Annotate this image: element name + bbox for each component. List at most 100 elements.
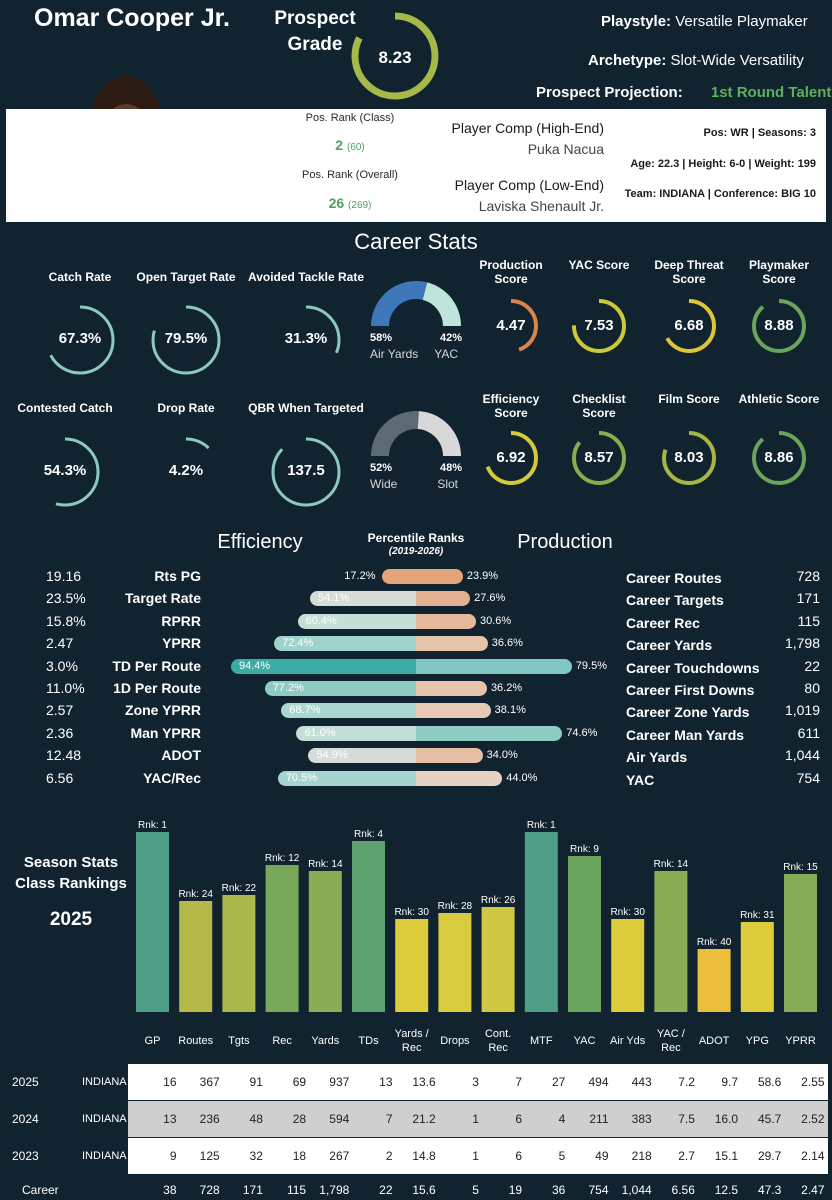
table-row-bg — [128, 1064, 828, 1100]
table-cell: 16.0 — [714, 1112, 739, 1126]
rank-bar — [179, 901, 213, 1012]
column-header: TDs — [358, 1035, 379, 1047]
score-ring — [662, 299, 716, 353]
production-bar — [416, 725, 563, 741]
career-stat-label: Contested Catch — [17, 401, 113, 415]
rank-bar — [784, 874, 817, 1012]
career-stat-label: Avoided Tackle Rate — [247, 270, 365, 284]
table-cell: 5 — [558, 1149, 566, 1163]
production-label: Career Targets — [626, 592, 724, 609]
efficiency-value: 15.8% — [46, 612, 86, 629]
career-cell: 15.6 — [412, 1183, 436, 1197]
production-label: Air Yards — [626, 749, 688, 766]
production-pct-label: 36.2% — [490, 682, 523, 694]
table-cell: 494 — [588, 1075, 609, 1089]
rank-bar — [265, 865, 299, 1012]
table-year: 2024 — [12, 1112, 39, 1126]
prospect-grade-value: 8.23 — [378, 48, 412, 67]
efficiency-value: 6.56 — [46, 769, 74, 786]
table-cell: 211 — [589, 1112, 609, 1126]
rank-label: Rnk: 9 — [570, 844, 599, 855]
efficiency-pct-label: 61.0% — [304, 726, 336, 739]
table-cell: 49 — [595, 1149, 609, 1163]
career-cell: 1,798 — [319, 1183, 350, 1197]
pos-rank-class-value: 2 — [335, 137, 344, 153]
table-cell: 13 — [163, 1112, 177, 1126]
career-stat-ring-arc — [45, 305, 115, 375]
projection-line: Prospect Projection: 1st Round Talent — [536, 84, 831, 101]
production-value: 754 — [796, 769, 820, 786]
table-cell: 937 — [329, 1075, 350, 1089]
rank-bar — [438, 913, 472, 1012]
career-stat-ring-arc — [151, 437, 221, 507]
table-cell: 14.8 — [412, 1149, 436, 1163]
column-header: YPG — [745, 1035, 769, 1047]
efficiency-label: RPRR — [161, 612, 201, 629]
efficiency-pct-label: 94.4% — [238, 659, 271, 672]
efficiency-pct-label: 70.5% — [285, 771, 318, 784]
rank-label: Rnk: 4 — [354, 829, 383, 840]
table-cell: 367 — [199, 1075, 220, 1089]
rank-label: Rnk: 28 — [438, 901, 473, 912]
column-header: Air Yds — [610, 1035, 646, 1047]
column-header: Cont. Rec — [484, 1028, 512, 1054]
efficiency-pct-label: 77.2% — [272, 682, 304, 694]
projection-value: 1st Round Talent — [710, 84, 832, 101]
table-cell: 267 — [329, 1149, 350, 1163]
score-ring-arc — [484, 299, 538, 353]
production-bar — [416, 681, 487, 696]
production-bar — [416, 591, 471, 607]
efficiency-pct-label: 68.7% — [289, 704, 321, 717]
score-value: 8.88 — [764, 317, 794, 334]
split-b-pct: 42% — [439, 332, 462, 344]
prospect-grade-ring — [351, 12, 439, 100]
table-cell: 9 — [169, 1149, 177, 1163]
table-team: INDIANA — [82, 1150, 127, 1162]
production-title: Production — [517, 531, 613, 553]
career-stat-ring — [45, 305, 115, 375]
table-cell: 2.55 — [801, 1075, 825, 1089]
career-cell: 5 — [472, 1183, 479, 1197]
score-label: Deep Threat Score — [654, 258, 724, 286]
production-value: 1,044 — [784, 747, 820, 764]
production-label: Career First Downs — [626, 682, 755, 698]
efficiency-bar — [281, 703, 416, 719]
table-cell: 69 — [292, 1075, 307, 1089]
score-value: 8.03 — [674, 449, 704, 466]
rank-bar — [481, 907, 515, 1012]
table-cell: 1 — [472, 1149, 479, 1163]
production-pct-label: 30.6% — [479, 614, 512, 627]
info-line-measurables: Age: 22.3 | Height: 6-0 | Weight: 199 — [630, 158, 816, 170]
rank-label: Rnk: 1 — [138, 820, 167, 831]
career-stat-label: Open Target Rate — [136, 270, 236, 284]
archetype-line: Archetype: Slot-Wide Versatility — [588, 52, 804, 69]
rank-bar — [568, 856, 601, 1012]
archetype-value: Slot-Wide Versatility — [670, 52, 804, 69]
score-ring — [662, 431, 716, 485]
table-cell: 383 — [631, 1112, 652, 1126]
rank-bar — [222, 895, 256, 1012]
grade-label-line1: Prospect — [274, 8, 356, 29]
production-pct-label: 34.0% — [486, 749, 518, 762]
efficiency-label: Man YPRR — [130, 724, 201, 741]
efficiency-title: Efficiency — [217, 531, 303, 553]
percentile-subtitle: (2019-2026) — [388, 546, 444, 557]
table-cell: 45.7 — [757, 1112, 782, 1126]
score-ring-arc — [752, 299, 806, 353]
comp-low-label: Player Comp (Low-End) — [454, 177, 604, 193]
rank-label: Rnk: 24 — [178, 889, 213, 900]
table-cell: 2.14 — [801, 1149, 825, 1163]
rank-bar — [136, 832, 169, 1012]
score-value: 6.92 — [496, 449, 526, 466]
rank-label: Rnk: 31 — [740, 910, 775, 921]
score-ring — [572, 299, 626, 353]
table-row-bg — [128, 1101, 828, 1137]
playstyle-line: Playstyle: Versatile Playmaker — [601, 13, 808, 30]
score-label: Film Score — [658, 392, 720, 406]
career-row-label: Career — [22, 1183, 59, 1197]
efficiency-bar — [309, 591, 416, 607]
efficiency-bar — [296, 725, 416, 741]
production-bar — [416, 569, 463, 584]
pos-rank-class: 2 (60) — [290, 137, 410, 153]
split-b-label: YAC — [434, 347, 458, 361]
